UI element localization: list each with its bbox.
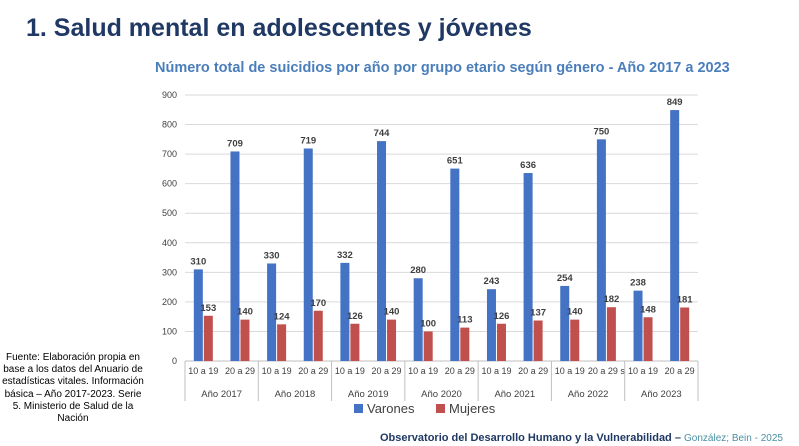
- bar-varones: [450, 168, 460, 361]
- x-category-label: 10 a 19: [188, 366, 218, 376]
- x-category-label: 10 a 19: [262, 366, 292, 376]
- bar-varones: [633, 290, 643, 361]
- data-label: 124: [274, 311, 291, 322]
- data-label: 310: [190, 256, 206, 267]
- data-label: 243: [484, 276, 500, 287]
- x-category-label: 20 a 29: [518, 366, 548, 376]
- bar-varones: [303, 148, 313, 361]
- data-label: 148: [640, 304, 656, 315]
- bar-mujeres: [680, 307, 690, 361]
- bar-varones: [267, 263, 277, 361]
- bar-mujeres: [643, 317, 653, 361]
- y-tick-label: 600: [162, 179, 177, 189]
- data-label: 280: [410, 265, 426, 276]
- x-group-label: Año 2018: [275, 389, 316, 400]
- x-group-label: Año 2020: [421, 389, 462, 400]
- y-tick-label: 100: [162, 326, 177, 336]
- bar-varones: [230, 151, 240, 361]
- x-category-label: 20 a 29: [225, 366, 255, 376]
- data-label: 113: [457, 315, 472, 326]
- y-tick-label: 800: [162, 120, 177, 130]
- data-label: 126: [347, 311, 363, 322]
- footer: Observatorio del Desarrollo Humano y la …: [380, 432, 783, 444]
- bar-varones: [670, 110, 680, 361]
- x-group-label: Año 2021: [494, 389, 535, 400]
- data-label: 636: [520, 160, 536, 171]
- legend-swatch-mujeres: [436, 404, 445, 413]
- bar-mujeres: [606, 307, 616, 361]
- bar-mujeres: [350, 323, 360, 361]
- page-title: 1. Salud mental en adolescentes y jóvene…: [26, 14, 532, 42]
- x-group-label: Año 2017: [201, 389, 242, 400]
- data-label: 140: [567, 307, 583, 318]
- bar-mujeres: [423, 331, 433, 361]
- y-tick-label: 300: [162, 267, 177, 277]
- legend-swatch-varones: [354, 404, 363, 413]
- data-label: 126: [494, 311, 510, 322]
- bar-varones: [596, 139, 606, 361]
- data-label: 153: [200, 303, 216, 314]
- bar-mujeres: [277, 324, 287, 361]
- bar-mujeres: [460, 327, 470, 361]
- x-category-label: 10 a 19: [335, 366, 365, 376]
- x-category-label: 20 a 29: [445, 366, 475, 376]
- data-label: 181: [677, 295, 694, 306]
- x-category-label: 10 a 19: [408, 366, 438, 376]
- bar-mujeres: [533, 320, 543, 361]
- data-label: 100: [420, 318, 436, 329]
- data-label: 849: [667, 97, 683, 108]
- bar-varones: [560, 285, 570, 361]
- bar-mujeres: [240, 319, 250, 361]
- bar-varones: [486, 289, 496, 361]
- legend-label-mujeres: Mujeres: [449, 401, 496, 416]
- y-tick-label: 400: [162, 238, 177, 248]
- data-label: 137: [530, 308, 546, 319]
- data-label: 254: [557, 273, 574, 284]
- data-label: 332: [337, 250, 353, 261]
- bar-mujeres: [496, 323, 506, 361]
- x-category-label: 20 a 29: [665, 366, 695, 376]
- data-label: 744: [374, 128, 391, 139]
- data-label: 182: [603, 294, 619, 305]
- data-label: 750: [593, 126, 609, 137]
- data-label: 719: [300, 135, 316, 146]
- data-label: 140: [384, 307, 400, 318]
- data-label: 330: [264, 250, 280, 261]
- footer-authors: González; Bein - 2025: [684, 433, 783, 444]
- bar-varones: [377, 141, 387, 361]
- x-category-label: 20 a 29: [298, 366, 328, 376]
- source-note: Fuente: Elaboración propia en base a los…: [2, 352, 144, 425]
- data-label: 140: [237, 307, 253, 318]
- x-category-label: 20 a 29: [372, 366, 402, 376]
- x-category-label: 10 a 19: [555, 366, 585, 376]
- bar-varones: [523, 173, 533, 361]
- y-tick-label: 200: [162, 297, 177, 307]
- bar-varones: [193, 269, 203, 361]
- y-tick-label: 0: [172, 356, 177, 366]
- data-label: 651: [447, 156, 464, 167]
- x-category-label: 20 a 29 s: [588, 366, 626, 376]
- bar-varones: [413, 278, 423, 361]
- bar-varones: [340, 262, 350, 361]
- bar-mujeres: [313, 310, 323, 361]
- data-label: 170: [310, 298, 326, 309]
- y-tick-label: 500: [162, 208, 177, 218]
- x-group-label: Año 2019: [348, 389, 389, 400]
- y-tick-label: 900: [162, 90, 177, 100]
- legend-label-varones: Varones: [367, 401, 415, 416]
- x-group-label: Año 2023: [641, 389, 682, 400]
- x-category-label: 10 a 19: [628, 366, 658, 376]
- data-label: 238: [630, 278, 646, 289]
- bar-mujeres: [203, 315, 213, 361]
- bar-mujeres: [570, 319, 580, 361]
- footer-organization: Observatorio del Desarrollo Humano y la …: [380, 432, 672, 444]
- x-group-label: Año 2022: [568, 389, 609, 400]
- y-tick-label: 700: [162, 149, 177, 159]
- footer-dash: –: [671, 432, 685, 444]
- data-label: 709: [227, 138, 243, 149]
- x-category-label: 10 a 19: [481, 366, 511, 376]
- bar-mujeres: [387, 319, 397, 361]
- chart-title: Número total de suicidios por año por gr…: [155, 60, 730, 76]
